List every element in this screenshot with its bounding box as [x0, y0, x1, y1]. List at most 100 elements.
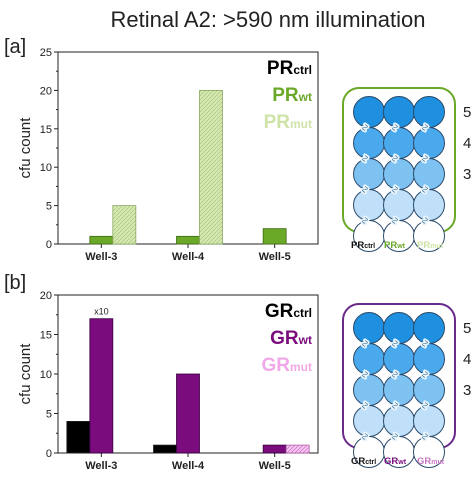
plate-legend-label: GR: [384, 456, 398, 467]
plate-well: [353, 189, 385, 221]
chart-panel-b: 0 5 10 15 20 cfu count Well-3 x10 Well-4 Well-5 GR…: [17, 290, 319, 472]
x-tick-label: Well-4: [172, 251, 205, 263]
plate-well: [353, 96, 385, 128]
y-tick-label: 10: [40, 162, 52, 174]
x-tick-label: Well-5: [259, 460, 291, 472]
well-channel-edge: [392, 340, 398, 347]
y-tick-label: 0: [46, 239, 52, 251]
plate-well: [413, 343, 445, 375]
plate-row-label: 5: [463, 320, 471, 337]
plate-well: [383, 343, 415, 375]
bar-grwt-well-4: [176, 373, 200, 454]
legend-label: PR: [264, 112, 291, 133]
well-channel-edge: [362, 433, 368, 440]
legend-subscript: mut: [290, 360, 312, 374]
bar-grmut-well-5: [285, 444, 310, 454]
plot-frame: [57, 51, 319, 245]
plate-legend-subscript: wt: [397, 459, 406, 466]
plate-well: [383, 127, 415, 159]
y-tick-label: 15: [40, 330, 52, 342]
bar-grctrl-well-3: [66, 420, 91, 454]
plate-legend-subscript: mut: [430, 243, 444, 250]
plate-well: [383, 405, 415, 437]
legend-subscript: wt: [298, 333, 312, 347]
well-channel-edge: [362, 371, 368, 378]
legend-entry: GRwt: [270, 328, 312, 349]
bar-annotation: x10: [94, 307, 109, 317]
well-channel-edge: [392, 155, 398, 162]
well-channel-edge: [392, 371, 398, 378]
well-channel-edge: [362, 402, 368, 409]
y-tick-label: 20: [40, 290, 52, 302]
legend-subscript: ctrl: [293, 306, 312, 320]
legend-subscript: ctrl: [293, 63, 312, 77]
y-axis-label: cfu count: [17, 117, 34, 179]
well-channel-edge: [362, 124, 368, 131]
plate-legend-subscript: ctrl: [365, 459, 376, 466]
plate-well: [383, 158, 415, 190]
y-tick-label: 10: [40, 369, 52, 381]
panel-b-label: [b]: [4, 272, 26, 294]
plate-legend-entry: GRctrl: [351, 456, 376, 467]
y-tick-label: 20: [40, 85, 52, 97]
plate-row-label: 5: [463, 104, 471, 121]
plate-legend-label: PR: [417, 240, 430, 251]
x-tick-label: Well-4: [172, 460, 205, 472]
legend-label: GR: [265, 301, 294, 322]
well-channel-edge: [422, 124, 428, 131]
x-tick-label: Well-5: [259, 251, 291, 263]
plate-legend-entry: PRwt: [384, 240, 406, 251]
well-channel-edge: [422, 340, 428, 347]
bar-prmut-well-4: [199, 90, 223, 245]
well-channel-edge: [362, 186, 368, 193]
plate-well: [353, 405, 385, 437]
bar-grctrl-well-4: [153, 444, 177, 454]
y-axis-label: cfu count: [17, 343, 34, 405]
plate-legend-label: GR: [417, 456, 431, 467]
plate-legend-label: PR: [351, 240, 364, 251]
plate-legend-entry: GRmut: [417, 456, 445, 467]
y-tick-label: 15: [40, 124, 52, 136]
plate-well: [383, 312, 415, 344]
plate-legend-entry: GRwt: [384, 456, 407, 467]
well-channel-edge: [422, 402, 428, 409]
plate-well: [353, 312, 385, 344]
bar-prwt-well-3: [89, 235, 114, 245]
panel-a-label: [a]: [4, 36, 26, 58]
legend-entry: PRctrl: [267, 58, 312, 79]
legend-label: GR: [270, 328, 299, 349]
bar-grwt-well-5: [262, 444, 287, 454]
well-channel-edge: [392, 217, 398, 224]
plate-well: [413, 405, 445, 437]
legend-entry: GRctrl: [265, 301, 312, 322]
x-tick-label: Well-3: [85, 460, 117, 472]
figure-title: Retinal A2: >590 nm illumination: [111, 7, 426, 32]
well-channel-edge: [422, 217, 428, 224]
plate-well: [413, 96, 445, 128]
plate-legend-subscript: wt: [396, 243, 405, 250]
plate-legend-subscript: mut: [431, 459, 445, 466]
x-tick-label: Well-3: [85, 251, 117, 263]
well-channel-edge: [422, 371, 428, 378]
plate-well: [353, 127, 385, 159]
well-channel-edge: [392, 186, 398, 193]
y-tick-label: 25: [40, 47, 52, 59]
legend-subscript: wt: [298, 90, 312, 104]
y-tick-label: 5: [46, 201, 52, 213]
plate-well: [353, 343, 385, 375]
plate-row-label: 4: [463, 351, 471, 368]
well-channel-edge: [392, 433, 398, 440]
plate-row-label: 3: [463, 166, 471, 183]
well-channel-edge: [422, 155, 428, 162]
well-channel-edge: [392, 124, 398, 131]
well-channel-edge: [362, 340, 368, 347]
legend-label: PR: [272, 85, 299, 106]
well-channel-edge: [362, 155, 368, 162]
plate-well: [353, 158, 385, 190]
y-tick-label: 0: [46, 448, 52, 460]
plate-well: [413, 312, 445, 344]
